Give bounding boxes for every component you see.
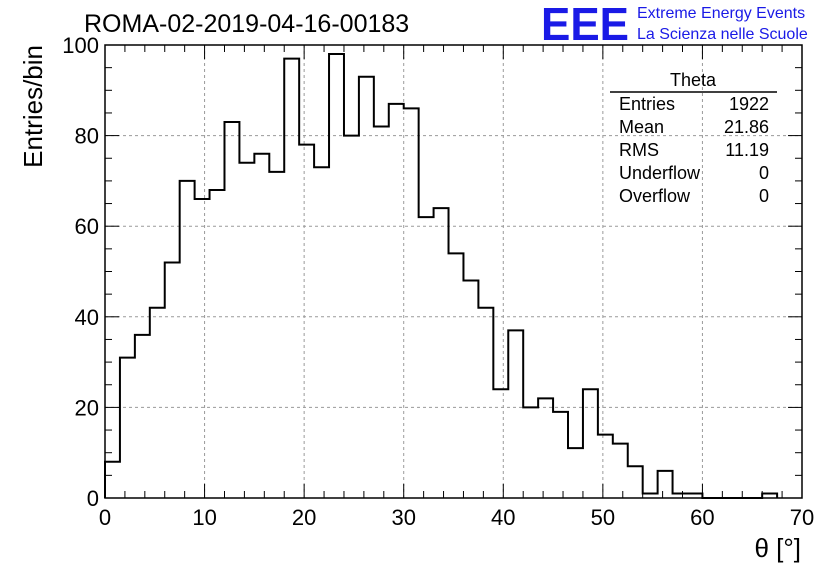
- y-tick-label: 20: [75, 395, 99, 420]
- x-axis-title: θ [°]: [754, 533, 801, 563]
- x-tick-label: 20: [292, 505, 316, 530]
- axis-ticks: [104, 44, 803, 499]
- x-tick-label: 40: [491, 505, 515, 530]
- y-axis-title: Entries/bin: [18, 45, 48, 168]
- stats-row-value: 0: [759, 186, 769, 206]
- x-tick-label: 50: [591, 505, 615, 530]
- stats-row-label: Overflow: [619, 186, 691, 206]
- plot-frame: [104, 44, 803, 499]
- x-tick-label: 30: [391, 505, 415, 530]
- y-tick-label: 40: [75, 305, 99, 330]
- x-tick-label: 70: [790, 505, 814, 530]
- y-tick-labels: 0 20 40 60 80 100: [62, 33, 99, 511]
- y-tick-label: 0: [87, 486, 99, 511]
- stats-row-value: 0: [759, 163, 769, 183]
- stats-row-label: RMS: [619, 140, 659, 160]
- stats-row-label: Mean: [619, 117, 664, 137]
- y-tick-label: 100: [62, 33, 99, 58]
- stats-row-label: Underflow: [619, 163, 701, 183]
- stats-row-value: 21.86: [724, 117, 769, 137]
- histogram-step-line: [104, 53, 779, 499]
- eee-logo-mark: EEE: [541, 0, 629, 50]
- stats-box: Theta Entries 1922 Mean 21.86 RMS 11.19 Underf…: [610, 70, 777, 206]
- x-tick-label: 0: [99, 505, 111, 530]
- stats-title: Theta: [670, 70, 717, 90]
- grid-lines: [105, 45, 802, 498]
- y-tick-label: 60: [75, 214, 99, 239]
- y-tick-label: 80: [75, 124, 99, 149]
- x-tick-labels: 0 10 20 30 40 50 60 70: [99, 505, 814, 530]
- stats-row-value: 11.19: [725, 140, 769, 160]
- x-tick-label: 10: [192, 505, 216, 530]
- stats-row-label: Entries: [619, 94, 675, 114]
- logo-line-2: La Scienza nelle Scuole: [637, 26, 808, 43]
- x-tick-label: 60: [690, 505, 714, 530]
- stats-row-value: 1922: [729, 94, 769, 114]
- run-title: ROMA-02-2019-04-16-00183: [84, 10, 409, 38]
- logo-line-1: Extreme Energy Events: [637, 5, 805, 22]
